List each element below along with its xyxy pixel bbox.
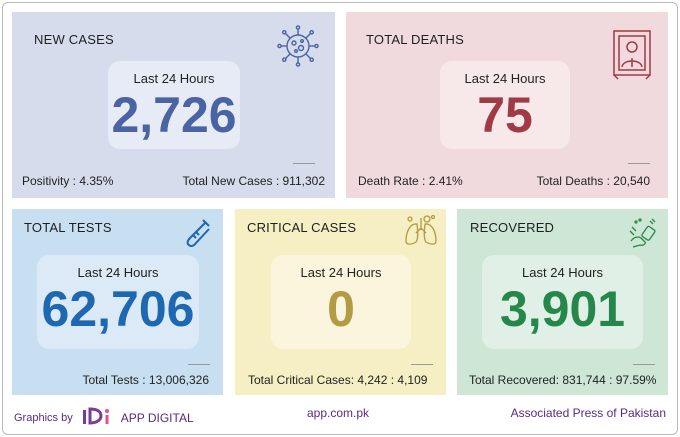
new-cases-value: 2,726	[111, 87, 237, 143]
lungs-icon	[403, 214, 439, 253]
new-cases-period-label: Last 24 Hours	[133, 71, 215, 86]
divider	[628, 163, 650, 164]
agency-name: Associated Press of Pakistan	[510, 406, 666, 420]
total-deaths-highlight: Last 24 Hours 75	[440, 61, 570, 149]
critical-value: 0	[327, 281, 355, 337]
recovered-period-label: Last 24 Hours	[522, 265, 603, 280]
total-new-cases: Total New Cases : 911,302	[182, 174, 325, 188]
divider	[411, 364, 433, 365]
recovered-value: 3,901	[499, 281, 626, 337]
critical-cases-highlight: Last 24 Hours 0	[271, 255, 411, 349]
recovered-highlight: Last 24 Hours 3,901	[482, 255, 643, 349]
recovered-title: RECOVERED	[470, 220, 555, 235]
credits: Graphics by APP DIGITAL	[14, 406, 194, 429]
new-cases-title: NEW CASES	[34, 32, 114, 47]
critical-cases-title: CRITICAL CASES	[247, 220, 357, 235]
death-rate: Death Rate : 2.41%	[358, 174, 463, 188]
total-tests: Total Tests : 13,006,326	[82, 373, 209, 387]
total-critical-cases: Total Critical Cases: 4,242 : 4,109	[248, 373, 428, 387]
website-url[interactable]: app.com.pk	[307, 406, 370, 420]
deaths-period-label: Last 24 Hours	[464, 71, 546, 86]
tests-period-label: Last 24 Hours	[77, 265, 159, 280]
virus-icon	[276, 24, 320, 73]
brand-name: APP DIGITAL	[120, 410, 194, 425]
new-cases-card: NEW CASES Last 24 Hours 2,726 Positivity…	[12, 12, 335, 198]
total-tests-title: TOTAL TESTS	[24, 220, 112, 235]
portrait-frame-icon	[612, 29, 652, 86]
divider	[293, 163, 315, 164]
critical-period-label: Last 24 Hours	[300, 265, 382, 280]
total-deaths: Total Deaths : 20,540	[536, 174, 650, 188]
divider	[633, 364, 655, 365]
deaths-value: 75	[477, 87, 533, 143]
total-recovered: Total Recovered: 831,744 : 97.59%	[469, 373, 657, 387]
sanitizer-hands-icon	[628, 217, 658, 254]
critical-cases-card: CRITICAL CASES Last 24 Hours 0 Total Cri…	[235, 209, 446, 395]
test-tube-icon	[183, 218, 211, 253]
app-digital-logo-icon	[81, 406, 113, 429]
total-deaths-title: TOTAL DEATHS	[366, 32, 464, 47]
divider	[188, 364, 210, 365]
tests-value: 62,706	[41, 281, 195, 337]
total-deaths-card: TOTAL DEATHS Last 24 Hours 75 Death Rate…	[346, 12, 668, 198]
positivity-rate: Positivity : 4.35%	[22, 174, 114, 188]
total-tests-card: TOTAL TESTS Last 24 Hours 62,706 Total T…	[12, 209, 223, 395]
total-tests-highlight: Last 24 Hours 62,706	[37, 255, 199, 349]
graphics-by-label: Graphics by	[14, 411, 73, 424]
new-cases-highlight: Last 24 Hours 2,726	[108, 61, 240, 149]
recovered-card: RECOVERED Last 24 Hours 3,901 Total Reco…	[457, 209, 668, 395]
